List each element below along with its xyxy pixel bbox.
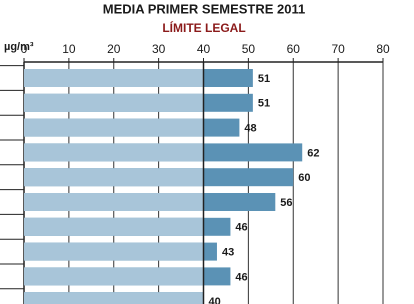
value-label: 51 [258,98,270,110]
below-limit-fill [24,267,204,286]
value-label: 40 [209,296,221,304]
value-label: 43 [222,247,234,259]
axis-label: µg/m³ [4,41,34,53]
value-label: 46 [235,222,247,234]
below-limit-fill [24,118,204,137]
x-tick-label: 10 [62,42,76,56]
chart-subtitle: LÍMITE LEGAL [162,20,245,35]
below-limit-fill [24,193,204,211]
value-label: 60 [298,172,310,184]
x-tick-label: 0 [21,42,28,56]
value-label: 48 [244,123,256,135]
x-tick-label: 30 [152,42,166,56]
value-label: 62 [307,147,319,159]
x-tick-label: 60 [287,42,301,56]
x-tick-label: 80 [376,42,390,56]
x-tick-label: 70 [331,42,345,56]
value-label: 51 [258,73,270,85]
below-limit-fill [24,69,204,87]
value-label: 46 [235,271,247,283]
x-tick-label: 50 [242,42,256,56]
below-limit-fill [24,168,204,187]
below-limit-fill [24,292,204,304]
chart-title: MEDIA PRIMER SEMESTRE 2011 [103,1,306,16]
x-tick-label: 40 [197,42,211,56]
below-limit-fill [24,242,204,261]
below-limit-fill [24,93,204,112]
x-tick-label: 20 [107,42,121,56]
below-limit-fill [24,217,204,236]
below-limit-fill [24,143,204,162]
value-label: 56 [280,197,292,209]
